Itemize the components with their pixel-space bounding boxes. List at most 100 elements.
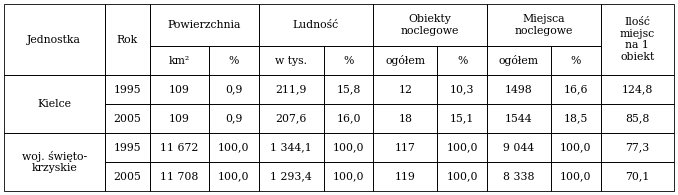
Bar: [258, 46, 323, 75]
Text: 18: 18: [398, 114, 412, 124]
Text: Miejsca
noclegowe: Miejsca noclegowe: [515, 14, 573, 36]
Text: 15,8: 15,8: [336, 85, 361, 95]
Text: Ilość
miejsc
na 1
obiekt: Ilość miejsc na 1 obiekt: [620, 17, 655, 62]
Text: 77,3: 77,3: [625, 143, 650, 153]
Text: 18,5: 18,5: [563, 114, 588, 124]
Text: 100,0: 100,0: [218, 172, 250, 182]
Text: 1995: 1995: [113, 143, 141, 153]
Text: 100,0: 100,0: [333, 172, 364, 182]
Bar: [551, 133, 601, 162]
Bar: [323, 162, 374, 191]
Text: 2005: 2005: [113, 114, 141, 124]
Bar: [601, 4, 674, 75]
Text: 100,0: 100,0: [333, 143, 364, 153]
Bar: [4, 4, 104, 75]
Text: 11 708: 11 708: [160, 172, 199, 182]
Text: 207,6: 207,6: [275, 114, 306, 124]
Text: Rok: Rok: [117, 35, 138, 45]
Text: %: %: [457, 56, 467, 66]
Bar: [374, 46, 437, 75]
Text: Powierzchnia: Powierzchnia: [167, 20, 241, 30]
Text: 16,6: 16,6: [563, 85, 588, 95]
Bar: [209, 104, 258, 133]
Bar: [323, 104, 374, 133]
Bar: [374, 104, 437, 133]
Bar: [437, 104, 487, 133]
Bar: [258, 162, 323, 191]
Bar: [209, 162, 258, 191]
Text: 100,0: 100,0: [560, 172, 591, 182]
Text: 1 344,1: 1 344,1: [271, 143, 312, 153]
Bar: [258, 104, 323, 133]
Text: 1995: 1995: [113, 85, 141, 95]
Text: Ludność: Ludność: [293, 20, 339, 30]
Bar: [487, 133, 551, 162]
Bar: [104, 75, 150, 104]
Bar: [104, 4, 150, 75]
Bar: [601, 75, 674, 104]
Bar: [437, 75, 487, 104]
Bar: [437, 46, 487, 75]
Bar: [209, 133, 258, 162]
Bar: [258, 4, 374, 46]
Bar: [551, 75, 601, 104]
Text: 117: 117: [395, 143, 416, 153]
Bar: [323, 75, 374, 104]
Bar: [323, 133, 374, 162]
Text: 100,0: 100,0: [446, 172, 478, 182]
Bar: [150, 162, 209, 191]
Text: %: %: [343, 56, 354, 66]
Bar: [487, 46, 551, 75]
Bar: [437, 133, 487, 162]
Text: 100,0: 100,0: [218, 143, 250, 153]
Bar: [437, 162, 487, 191]
Text: 70,1: 70,1: [625, 172, 650, 182]
Text: 0,9: 0,9: [225, 114, 242, 124]
Text: 1498: 1498: [505, 85, 533, 95]
Bar: [258, 75, 323, 104]
Bar: [487, 75, 551, 104]
Bar: [601, 104, 674, 133]
Text: 109: 109: [169, 85, 190, 95]
Text: 119: 119: [395, 172, 416, 182]
Text: Jednostka: Jednostka: [27, 35, 81, 45]
Text: 100,0: 100,0: [560, 143, 591, 153]
Text: 1544: 1544: [505, 114, 533, 124]
Bar: [551, 104, 601, 133]
Text: 9 044: 9 044: [503, 143, 534, 153]
Text: 12: 12: [398, 85, 412, 95]
Bar: [601, 133, 674, 162]
Text: 10,3: 10,3: [450, 85, 475, 95]
Text: %: %: [571, 56, 581, 66]
Bar: [374, 162, 437, 191]
Text: 8 338: 8 338: [503, 172, 535, 182]
Bar: [551, 46, 601, 75]
Text: Obiekty
noclegowe: Obiekty noclegowe: [401, 14, 459, 36]
Bar: [487, 162, 551, 191]
Text: 15,1: 15,1: [450, 114, 475, 124]
Text: Kielce: Kielce: [37, 99, 71, 109]
Text: 124,8: 124,8: [622, 85, 653, 95]
Text: woj. święto-
krzyskie: woj. święto- krzyskie: [22, 151, 87, 173]
Text: 109: 109: [169, 114, 190, 124]
Bar: [209, 75, 258, 104]
Text: 0,9: 0,9: [225, 85, 242, 95]
Text: 1 293,4: 1 293,4: [271, 172, 312, 182]
Bar: [4, 133, 104, 191]
Bar: [323, 46, 374, 75]
Text: 211,9: 211,9: [275, 85, 306, 95]
Bar: [150, 133, 209, 162]
Text: 16,0: 16,0: [336, 114, 361, 124]
Text: 2005: 2005: [113, 172, 141, 182]
Bar: [104, 162, 150, 191]
Bar: [104, 104, 150, 133]
Bar: [150, 4, 258, 46]
Bar: [487, 104, 551, 133]
Bar: [487, 4, 601, 46]
Bar: [258, 133, 323, 162]
Bar: [374, 133, 437, 162]
Text: 11 672: 11 672: [160, 143, 199, 153]
Text: %: %: [228, 56, 239, 66]
Text: w tys.: w tys.: [275, 56, 307, 66]
Bar: [209, 46, 258, 75]
